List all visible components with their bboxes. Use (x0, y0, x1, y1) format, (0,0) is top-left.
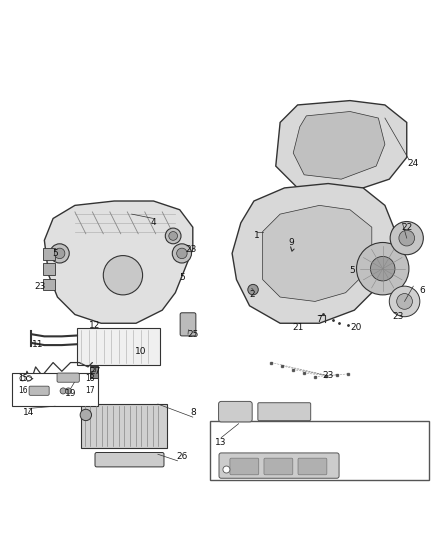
FancyBboxPatch shape (258, 403, 311, 421)
Text: 5: 5 (349, 266, 355, 276)
Circle shape (390, 222, 424, 255)
FancyBboxPatch shape (29, 386, 49, 395)
Text: 27: 27 (89, 367, 100, 376)
Text: 20: 20 (351, 323, 362, 332)
Circle shape (54, 248, 65, 259)
Polygon shape (276, 101, 407, 192)
Polygon shape (293, 111, 385, 179)
Text: 23: 23 (34, 281, 46, 290)
Text: 5: 5 (179, 273, 185, 282)
Text: 14: 14 (23, 408, 35, 417)
Circle shape (103, 256, 143, 295)
Text: 1: 1 (254, 231, 260, 240)
Text: 22: 22 (401, 223, 412, 232)
Bar (81, 404, 166, 448)
Text: 13: 13 (215, 438, 227, 447)
Circle shape (397, 294, 413, 309)
Circle shape (248, 285, 258, 295)
Text: 7: 7 (317, 315, 322, 324)
Circle shape (389, 286, 420, 317)
Text: 23: 23 (322, 371, 334, 380)
FancyBboxPatch shape (43, 279, 55, 290)
Text: 19: 19 (65, 389, 76, 398)
FancyBboxPatch shape (219, 453, 339, 478)
Text: 16: 16 (18, 386, 28, 395)
Text: 24: 24 (408, 159, 419, 168)
Text: 23: 23 (392, 312, 404, 321)
Bar (210, 422, 428, 480)
Circle shape (165, 228, 181, 244)
Bar (90, 366, 98, 378)
Text: 10: 10 (134, 347, 146, 356)
Circle shape (399, 230, 415, 246)
Text: 26: 26 (176, 452, 187, 461)
FancyBboxPatch shape (180, 313, 196, 336)
Circle shape (60, 388, 66, 394)
Bar (12, 374, 98, 406)
Text: 12: 12 (89, 321, 100, 330)
Circle shape (223, 466, 230, 473)
FancyBboxPatch shape (43, 248, 55, 260)
FancyBboxPatch shape (57, 373, 79, 382)
Polygon shape (44, 201, 193, 323)
FancyBboxPatch shape (43, 263, 55, 275)
Circle shape (169, 231, 177, 240)
Text: 18: 18 (85, 374, 95, 383)
Circle shape (172, 244, 191, 263)
Text: 21: 21 (292, 323, 303, 332)
Text: 8: 8 (190, 408, 196, 417)
Text: 23: 23 (185, 245, 196, 254)
Text: 5: 5 (53, 249, 58, 258)
Bar (90, 367, 95, 372)
FancyBboxPatch shape (264, 458, 293, 475)
Circle shape (371, 256, 395, 281)
Text: 2: 2 (249, 290, 254, 300)
Circle shape (50, 244, 69, 263)
Text: 11: 11 (32, 340, 43, 349)
Bar (77, 328, 160, 365)
FancyBboxPatch shape (298, 458, 327, 475)
Text: 9: 9 (288, 238, 294, 247)
Circle shape (65, 388, 71, 394)
Circle shape (80, 409, 92, 421)
Polygon shape (263, 205, 372, 302)
Text: 4: 4 (151, 219, 156, 228)
Text: 6: 6 (419, 286, 425, 295)
FancyBboxPatch shape (219, 401, 252, 422)
Circle shape (177, 248, 187, 259)
FancyBboxPatch shape (95, 453, 164, 467)
Text: 15: 15 (18, 374, 28, 383)
Text: 17: 17 (85, 386, 95, 395)
Polygon shape (232, 183, 394, 323)
FancyBboxPatch shape (230, 458, 259, 475)
Circle shape (357, 243, 409, 295)
Text: 25: 25 (187, 330, 198, 338)
